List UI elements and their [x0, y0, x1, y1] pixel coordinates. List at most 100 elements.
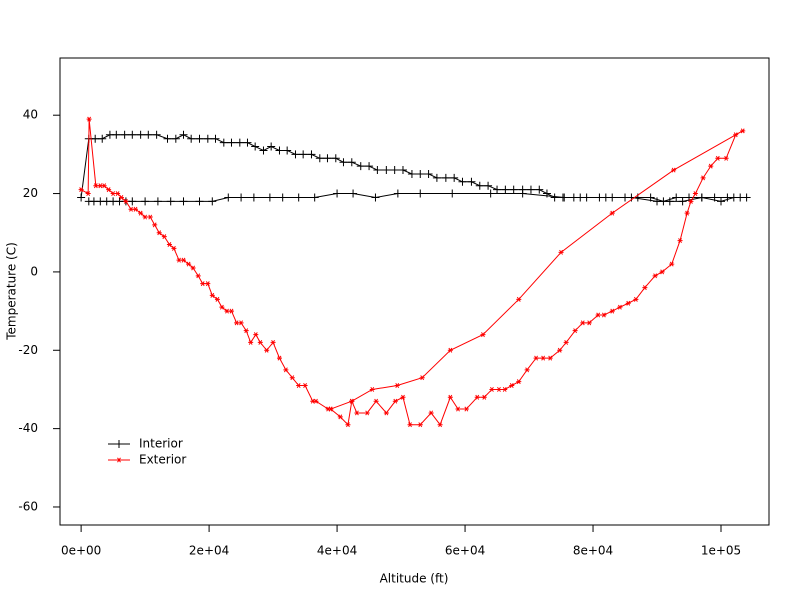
plus-marker [576, 193, 585, 202]
star-marker [489, 386, 495, 392]
star-marker [659, 269, 665, 275]
y-tick-label: -40 [18, 421, 38, 435]
star-marker [118, 194, 124, 200]
star-marker [642, 285, 648, 291]
plus-marker [251, 142, 260, 151]
plus-marker [509, 185, 518, 194]
plus-marker [136, 130, 145, 139]
plus-marker [424, 169, 433, 178]
star-marker [180, 257, 186, 263]
star-marker [547, 355, 553, 361]
star-marker [516, 296, 522, 302]
plus-marker [710, 193, 719, 202]
star-marker [205, 281, 211, 287]
plus-marker [672, 193, 681, 202]
legend-label: Interior [139, 437, 183, 451]
star-marker [392, 398, 398, 404]
star-marker [354, 410, 360, 416]
plus-marker [299, 150, 308, 159]
star-marker [248, 339, 254, 345]
plus-marker [729, 193, 738, 202]
plus-marker [518, 189, 527, 198]
plus-marker [310, 193, 319, 202]
star-marker [234, 320, 240, 326]
plus-marker [717, 197, 726, 206]
star-marker [142, 214, 148, 220]
star-marker [302, 383, 308, 389]
star-marker [480, 332, 486, 338]
star-marker [428, 410, 434, 416]
plus-marker [237, 193, 246, 202]
plus-marker [382, 166, 391, 175]
star-marker [257, 339, 263, 345]
star-marker [723, 155, 729, 161]
series-line [80, 134, 747, 202]
y-tick-label: 0 [30, 264, 38, 278]
star-marker [345, 422, 351, 428]
plus-marker [203, 134, 212, 143]
plus-marker [91, 134, 100, 143]
star-marker [373, 398, 379, 404]
star-marker [289, 375, 295, 381]
star-marker [601, 312, 607, 318]
plus-marker [278, 193, 287, 202]
legend-label: Exterior [139, 453, 186, 467]
y-axis-label: Temperature (C) [5, 242, 19, 341]
plus-marker [195, 134, 204, 143]
x-tick-label: 1e+05 [701, 544, 741, 558]
star-marker [617, 304, 623, 310]
plus-marker [235, 138, 244, 147]
plus-marker [144, 130, 153, 139]
star-marker [572, 328, 578, 334]
plus-marker [224, 193, 233, 202]
star-marker [276, 355, 282, 361]
star-marker [200, 281, 206, 287]
star-marker [516, 379, 522, 385]
plus-marker [347, 158, 356, 167]
star-marker [161, 234, 167, 240]
star-marker [133, 206, 139, 212]
star-marker [156, 230, 162, 236]
star-marker [692, 191, 698, 197]
plus-marker [267, 142, 276, 151]
plus-marker [166, 197, 175, 206]
star-marker [270, 339, 276, 345]
star-marker [417, 422, 423, 428]
star-marker [123, 198, 129, 204]
star-marker [633, 296, 639, 302]
x-tick-label: 8e+04 [573, 544, 613, 558]
plus-marker [646, 193, 655, 202]
star-marker [138, 210, 144, 216]
star-marker [171, 245, 177, 251]
plus-marker [371, 193, 380, 202]
plus-marker [601, 193, 610, 202]
star-marker [669, 261, 675, 267]
plus-marker [291, 150, 300, 159]
star-marker [106, 187, 112, 193]
star-marker [558, 249, 564, 255]
star-marker [580, 320, 586, 326]
plot-box [59, 57, 770, 526]
plus-marker [390, 166, 399, 175]
plus-marker [227, 138, 236, 147]
plus-marker [331, 154, 340, 163]
plus-marker [685, 193, 694, 202]
plus-marker [560, 193, 569, 202]
star-marker [509, 383, 515, 389]
star-marker [190, 265, 196, 271]
plus-marker [211, 134, 220, 143]
plus-marker [501, 185, 510, 194]
plus-marker [179, 197, 188, 206]
star-marker [625, 300, 631, 306]
plus-marker [678, 197, 687, 206]
plus-marker [339, 158, 348, 167]
star-marker [228, 308, 234, 314]
plus-marker [467, 177, 476, 186]
star-marker [502, 386, 508, 392]
star-marker [110, 191, 116, 197]
plus-marker [283, 146, 292, 155]
y-tick-label: -60 [18, 499, 38, 513]
star-marker [219, 304, 225, 310]
star-marker [463, 406, 469, 412]
star-marker [447, 347, 453, 353]
